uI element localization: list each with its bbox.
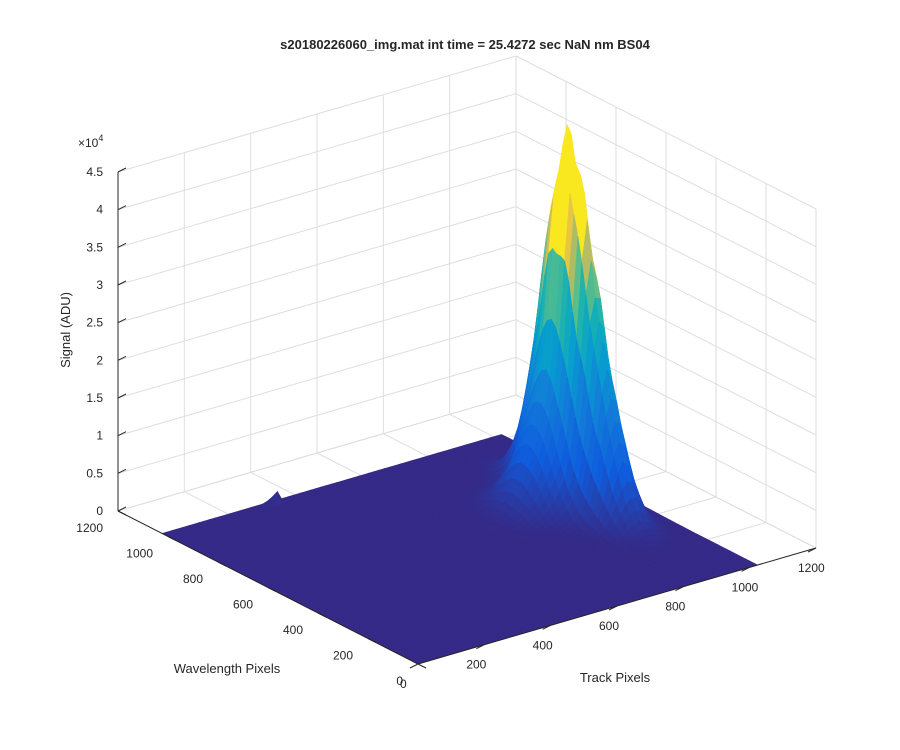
z-tick-label: 2 <box>96 353 103 367</box>
z-tick-label: 1.5 <box>86 391 103 405</box>
x-tick-label: 600 <box>599 619 619 633</box>
chart-title: s20180226060_img.mat int time = 25.4272 … <box>280 37 650 52</box>
surface <box>161 123 759 665</box>
z-exponent-power: 4 <box>98 133 103 143</box>
back-wall-grid-line <box>117 168 517 286</box>
back-wall-grid-line <box>117 93 517 211</box>
x-tick-mark <box>409 663 419 669</box>
y-tick-label: 600 <box>233 598 253 612</box>
z-tick-label: 2.5 <box>86 316 103 330</box>
back-wall-grid-line <box>117 130 517 248</box>
z-tick-label: 0.5 <box>86 466 103 480</box>
back-wall-grid-line <box>117 55 517 173</box>
x-tick-label: 1000 <box>732 580 759 594</box>
x-tick-label: 1200 <box>798 561 825 575</box>
x-axis-label: Track Pixels <box>580 670 651 685</box>
z-axis-label: Signal (ADU) <box>58 292 73 368</box>
side-wall-grid-line <box>515 93 817 248</box>
y-tick-label: 200 <box>333 649 353 663</box>
x-tick-label: 400 <box>533 638 553 652</box>
x-tick-label: 800 <box>665 600 685 614</box>
y-tick-mark <box>117 510 127 516</box>
y-tick-label: 0 <box>396 674 403 688</box>
back-wall-grid-line <box>117 319 517 437</box>
z-tick-label: 3.5 <box>86 240 103 254</box>
z-exponent-base: ×10 <box>78 136 99 150</box>
back-wall-grid-line <box>117 281 517 399</box>
back-wall-grid-line <box>117 243 517 361</box>
z-tick-label: 0 <box>96 504 103 518</box>
back-wall-grid-line <box>117 206 517 324</box>
z-tick-label: 4 <box>96 203 103 217</box>
z-tick-label: 4.5 <box>86 165 103 179</box>
y-tick-label: 400 <box>283 623 303 637</box>
y-tick-label: 1000 <box>126 547 153 561</box>
z-tick-label: 1 <box>96 429 103 443</box>
back-wall-grid-line <box>117 356 517 474</box>
back-wall-grid-line <box>117 394 517 512</box>
y-axis-label: Wavelength Pixels <box>174 661 281 676</box>
z-exponent-label: ×104 <box>78 133 103 150</box>
z-tick-label: 3 <box>96 278 103 292</box>
y-tick-label: 1200 <box>76 521 103 535</box>
y-tick-mark <box>417 663 427 669</box>
side-wall-grid-line <box>515 55 817 210</box>
x-tick-label: 200 <box>466 658 486 672</box>
y-tick-label: 800 <box>183 572 203 586</box>
